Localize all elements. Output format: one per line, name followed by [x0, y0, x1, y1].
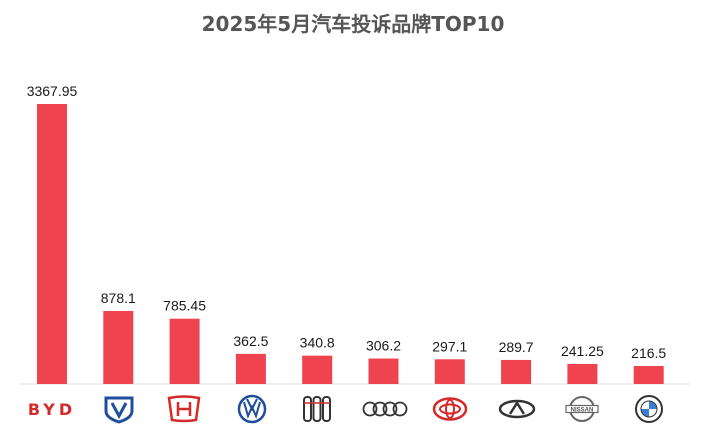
bar-bmw-logo: [633, 366, 664, 384]
value-label-bmw-logo: 216.5: [631, 345, 666, 361]
value-label-honda-logo: 785.45: [163, 298, 206, 314]
value-label-audi-logo: 306.2: [366, 338, 401, 354]
value-label-hongqi-logo: 340.8: [300, 335, 335, 351]
bar-hongqi-logo: [302, 355, 333, 384]
nissan-logo-icon: NISSAN: [565, 396, 599, 422]
byd-logo-icon: BYD: [28, 400, 76, 419]
value-labels-group: 3367.95 878.1 785.45 362.5 340.8 306.2 297.1 28…: [27, 83, 667, 361]
bmw-logo-icon: [635, 395, 663, 423]
changan-logo-icon: [104, 396, 134, 424]
svg-text:BYD: BYD: [28, 400, 76, 419]
value-label-volkswagen-logo: 362.5: [233, 333, 268, 349]
value-label-byd-logo: 3367.95: [27, 83, 78, 99]
honda-logo-icon: [167, 395, 201, 423]
hongqi-logo-icon: [303, 396, 331, 422]
volkswagen-logo-icon: [237, 394, 267, 424]
brand-logos: BYD: [28, 394, 663, 424]
svg-text:NISSAN: NISSAN: [571, 408, 594, 414]
chery-logo-icon: [498, 399, 536, 419]
bar-byd-logo: [37, 104, 67, 384]
bar-audi-logo: [368, 358, 399, 384]
audi-logo-icon: [362, 401, 408, 417]
chart-title: 2025年5月汽车投诉品牌TOP10: [201, 12, 505, 36]
bar-toyota-logo: [434, 359, 465, 384]
value-label-changan-logo: 878.1: [101, 290, 136, 306]
bar-chery-logo: [501, 359, 532, 384]
bars-group: [37, 104, 664, 384]
value-label-nissan-logo: 241.25: [561, 343, 604, 359]
bar-changan-logo: [103, 310, 134, 384]
bar-volkswagen-logo: [235, 353, 266, 384]
toyota-logo-icon: [432, 397, 468, 421]
value-label-chery-logo: 289.7: [499, 339, 534, 355]
bar-nissan-logo: [567, 363, 598, 384]
value-label-toyota-logo: 297.1: [432, 338, 467, 354]
bar-honda-logo: [169, 318, 200, 384]
